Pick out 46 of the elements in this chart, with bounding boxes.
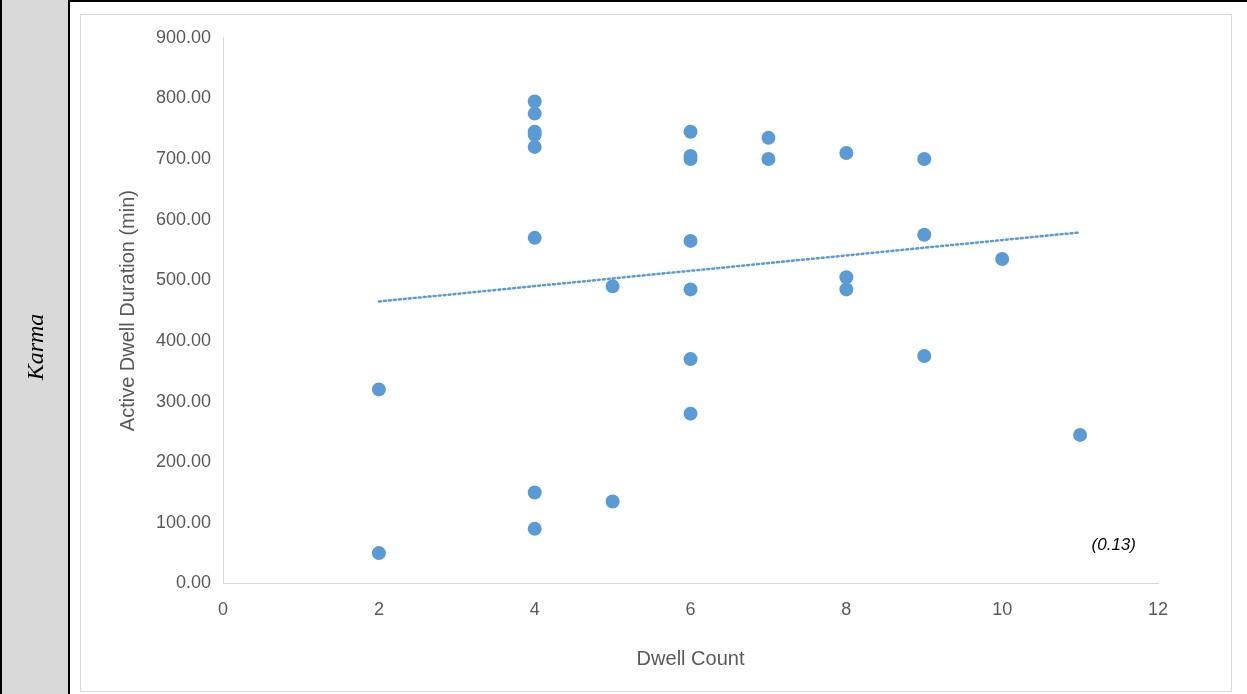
point [1073, 427, 1088, 442]
y-tick-label: 500.00 [155, 269, 212, 290]
y-tick-label: 200.00 [155, 451, 212, 472]
x-tick-label: 2 [373, 599, 384, 620]
point [527, 106, 542, 121]
x-tick-label: 12 [1147, 599, 1169, 620]
point [527, 139, 542, 154]
y-tick-label: 400.00 [155, 329, 212, 350]
x-tick-label: 8 [841, 599, 852, 620]
point [683, 406, 698, 421]
x-axis-title: Dwell Count [636, 646, 745, 669]
point [995, 252, 1010, 267]
x-tick-label: 0 [218, 599, 229, 620]
point [761, 152, 776, 167]
x-tick-label: 6 [685, 599, 696, 620]
y-tick-label: 300.00 [155, 390, 212, 411]
point [371, 382, 386, 397]
point [683, 233, 698, 248]
y-tick-label: 0.00 [176, 572, 212, 593]
y-tick-label: 900.00 [155, 26, 212, 47]
point [527, 521, 542, 536]
x-tick-label: 4 [529, 599, 540, 620]
point [917, 227, 932, 242]
point [683, 282, 698, 297]
x-tick-label: 10 [992, 599, 1013, 620]
point [761, 130, 776, 145]
point [683, 124, 698, 139]
point [605, 494, 620, 509]
point [605, 279, 620, 294]
point [917, 349, 932, 364]
point [839, 282, 854, 297]
point [917, 152, 932, 167]
point [527, 94, 542, 109]
y-tick-label: 700.00 [155, 148, 212, 169]
y-axis-title: Active Dwell Duration (min) [115, 190, 138, 432]
text: Karma [21, 313, 49, 381]
annotation: (0.13) [1091, 534, 1136, 554]
point [527, 230, 542, 245]
point [839, 270, 854, 285]
y-tick-label: 100.00 [155, 511, 212, 532]
point [839, 145, 854, 160]
point [683, 352, 698, 367]
point [527, 485, 542, 500]
point [371, 546, 386, 561]
y-tick-label: 800.00 [155, 87, 212, 108]
y-tick-label: 600.00 [155, 208, 212, 229]
